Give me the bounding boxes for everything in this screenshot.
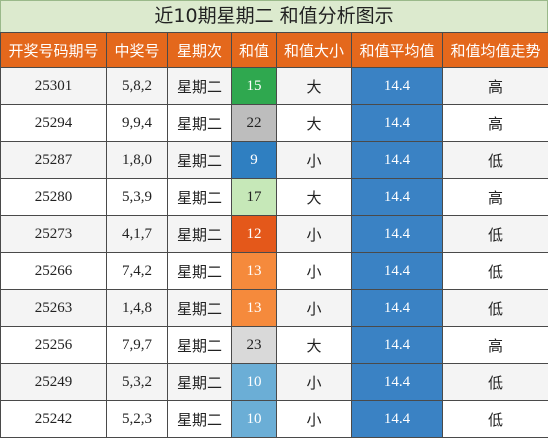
average-cell: 14.4	[352, 68, 443, 105]
sum-cell: 12	[232, 216, 277, 253]
numbers-cell: 9,9,4	[107, 105, 168, 142]
numbers-cell: 7,9,7	[107, 327, 168, 364]
average-cell: 14.4	[352, 216, 443, 253]
numbers-cell: 1,8,0	[107, 142, 168, 179]
size-cell: 小	[277, 401, 352, 438]
trend-cell: 高	[443, 105, 548, 142]
issue-cell: 25263	[1, 290, 107, 327]
column-header-weekday: 星期次	[168, 33, 232, 68]
sum-cell: 13	[232, 290, 277, 327]
sum-cell: 13	[232, 253, 277, 290]
weekday-cell: 星期二	[168, 142, 232, 179]
weekday-cell: 星期二	[168, 253, 232, 290]
size-cell: 大	[277, 105, 352, 142]
weekday-cell: 星期二	[168, 68, 232, 105]
sum-cell: 9	[232, 142, 277, 179]
issue-cell: 25242	[1, 401, 107, 438]
average-cell: 14.4	[352, 290, 443, 327]
issue-cell: 25294	[1, 105, 107, 142]
column-header-sum: 和值	[232, 33, 277, 68]
trend-cell: 高	[443, 68, 548, 105]
trend-cell: 低	[443, 142, 548, 179]
sum-cell: 23	[232, 327, 277, 364]
size-cell: 小	[277, 216, 352, 253]
average-cell: 14.4	[352, 364, 443, 401]
trend-cell: 低	[443, 216, 548, 253]
column-header-issue: 开奖号码期号	[1, 33, 107, 68]
weekday-cell: 星期二	[168, 105, 232, 142]
page-title: 近10期星期二 和值分析图示	[0, 0, 548, 32]
size-cell: 小	[277, 253, 352, 290]
issue-cell: 25287	[1, 142, 107, 179]
issue-cell: 25273	[1, 216, 107, 253]
weekday-cell: 星期二	[168, 364, 232, 401]
weekday-cell: 星期二	[168, 327, 232, 364]
trend-cell: 高	[443, 179, 548, 216]
trend-cell: 低	[443, 290, 548, 327]
numbers-cell: 5,3,9	[107, 179, 168, 216]
issue-cell: 25301	[1, 68, 107, 105]
issue-cell: 25280	[1, 179, 107, 216]
average-cell: 14.4	[352, 105, 443, 142]
numbers-cell: 5,2,3	[107, 401, 168, 438]
numbers-cell: 5,8,2	[107, 68, 168, 105]
sum-cell: 22	[232, 105, 277, 142]
size-cell: 大	[277, 68, 352, 105]
trend-cell: 高	[443, 327, 548, 364]
average-cell: 14.4	[352, 401, 443, 438]
average-cell: 14.4	[352, 142, 443, 179]
weekday-cell: 星期二	[168, 216, 232, 253]
sum-cell: 10	[232, 401, 277, 438]
column-header-average: 和值平均值	[352, 33, 443, 68]
sum-analysis-table: 开奖号码期号 中奖号 星期次 和值 和值大小 和值平均值 和值均值走势 2530…	[0, 32, 548, 438]
issue-cell: 25266	[1, 253, 107, 290]
weekday-cell: 星期二	[168, 401, 232, 438]
numbers-cell: 1,4,8	[107, 290, 168, 327]
size-cell: 大	[277, 327, 352, 364]
weekday-cell: 星期二	[168, 290, 232, 327]
average-cell: 14.4	[352, 327, 443, 364]
size-cell: 大	[277, 179, 352, 216]
trend-cell: 低	[443, 253, 548, 290]
issue-cell: 25249	[1, 364, 107, 401]
numbers-cell: 5,3,2	[107, 364, 168, 401]
size-cell: 小	[277, 364, 352, 401]
column-header-numbers: 中奖号	[107, 33, 168, 68]
size-cell: 小	[277, 290, 352, 327]
sum-cell: 17	[232, 179, 277, 216]
trend-cell: 低	[443, 364, 548, 401]
average-cell: 14.4	[352, 253, 443, 290]
average-cell: 14.4	[352, 179, 443, 216]
issue-cell: 25256	[1, 327, 107, 364]
weekday-cell: 星期二	[168, 179, 232, 216]
sum-cell: 15	[232, 68, 277, 105]
column-header-size: 和值大小	[277, 33, 352, 68]
trend-cell: 低	[443, 401, 548, 438]
column-header-trend: 和值均值走势	[443, 33, 548, 68]
size-cell: 小	[277, 142, 352, 179]
sum-cell: 10	[232, 364, 277, 401]
table-header-row: 开奖号码期号 中奖号 星期次 和值 和值大小 和值平均值 和值均值走势	[1, 33, 548, 68]
numbers-cell: 7,4,2	[107, 253, 168, 290]
numbers-cell: 4,1,7	[107, 216, 168, 253]
